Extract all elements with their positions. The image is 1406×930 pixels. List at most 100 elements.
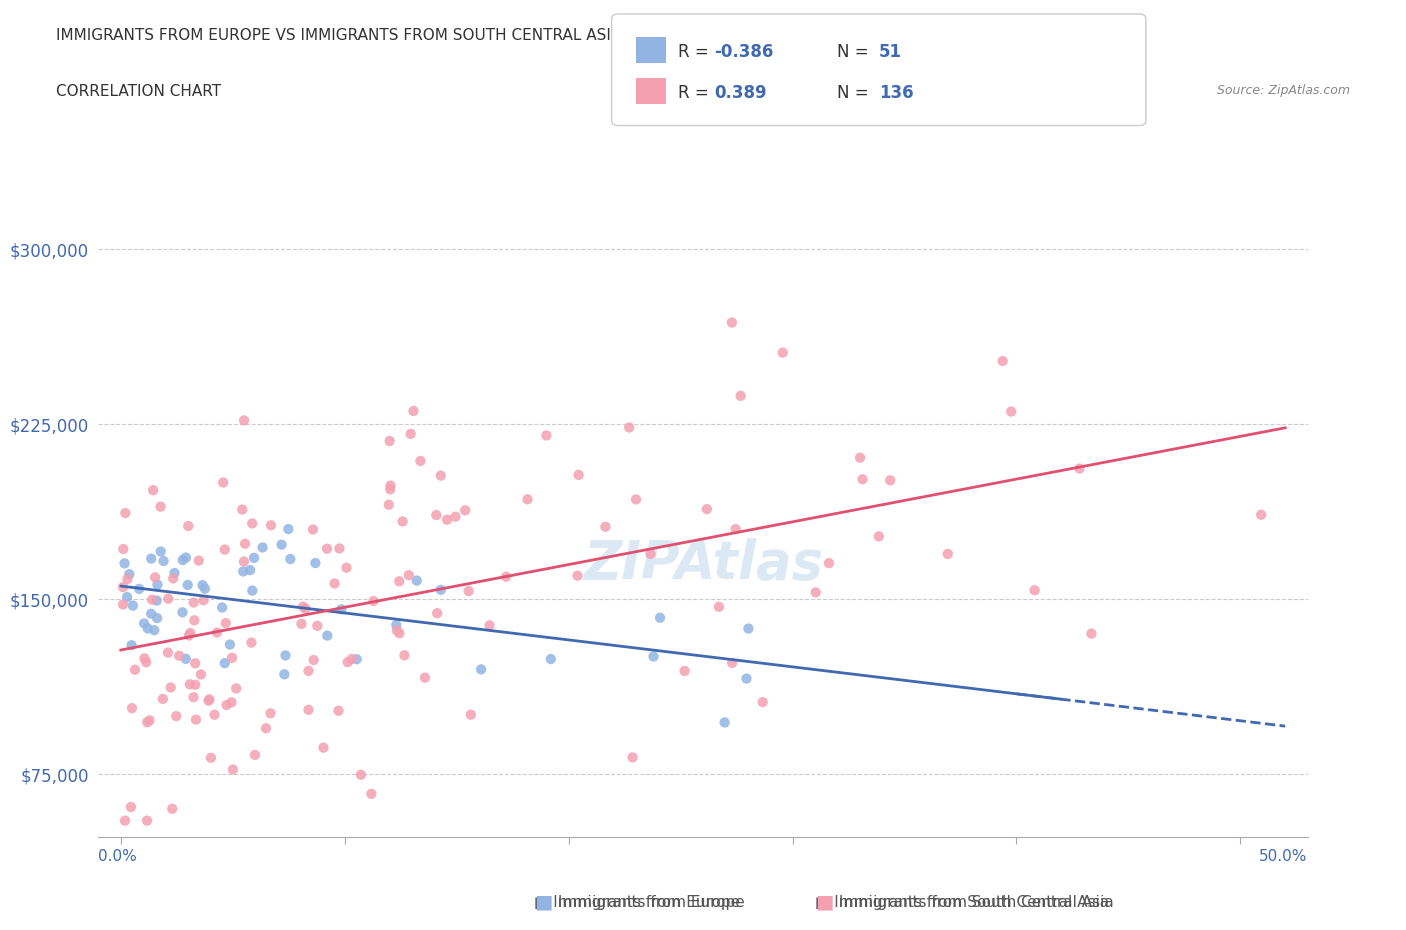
Point	[177, 578, 200, 592]
Point	[304, 555, 326, 570]
Point	[335, 560, 357, 575]
Point	[328, 541, 350, 556]
Point	[114, 813, 136, 828]
Point	[330, 602, 353, 617]
Point	[222, 762, 245, 777]
Point	[177, 519, 200, 534]
Point	[1024, 583, 1046, 598]
Point	[457, 584, 479, 599]
Point	[239, 563, 262, 578]
Point	[233, 413, 256, 428]
Point	[307, 618, 329, 633]
Point	[115, 590, 138, 604]
Point	[177, 628, 200, 643]
Point	[162, 571, 184, 586]
Point	[673, 663, 696, 678]
Text: R =: R =	[678, 84, 714, 102]
Point	[149, 544, 172, 559]
Point	[215, 616, 238, 631]
Point	[346, 652, 368, 667]
Point	[254, 721, 277, 736]
Point	[212, 475, 235, 490]
Point	[141, 606, 163, 621]
Point	[340, 652, 363, 667]
Point	[124, 662, 146, 677]
Point	[280, 551, 302, 566]
Point	[165, 709, 187, 724]
Point	[121, 598, 143, 613]
Point	[818, 556, 841, 571]
Point	[772, 345, 794, 360]
Point	[1069, 461, 1091, 476]
Point	[391, 514, 413, 529]
Point	[184, 712, 207, 727]
Point	[350, 767, 373, 782]
Text: N =: N =	[837, 84, 873, 102]
Point	[134, 651, 156, 666]
Point	[270, 538, 292, 552]
Point	[363, 593, 385, 608]
Point	[194, 581, 217, 596]
Point	[191, 578, 214, 592]
Point	[724, 522, 747, 537]
Point	[141, 551, 163, 566]
Point	[360, 787, 382, 802]
Point	[595, 519, 617, 534]
Text: Immigrants from South Central Asia: Immigrants from South Central Asia	[834, 895, 1114, 910]
Point	[737, 621, 759, 636]
Point	[118, 566, 141, 581]
Point	[243, 551, 266, 565]
Point	[409, 454, 432, 469]
Point	[179, 677, 201, 692]
Point	[385, 618, 408, 632]
Point	[219, 637, 242, 652]
Point	[378, 498, 401, 512]
Point	[316, 541, 339, 556]
Point	[152, 692, 174, 707]
Point	[134, 616, 156, 631]
Point	[149, 499, 172, 514]
Text: 51: 51	[879, 43, 901, 61]
Point	[121, 700, 143, 715]
Point	[1250, 507, 1272, 522]
Point	[936, 547, 959, 562]
Point	[197, 693, 219, 708]
Point	[868, 529, 890, 544]
Point	[233, 537, 256, 551]
Point	[187, 553, 209, 568]
Point	[190, 667, 212, 682]
Point	[297, 702, 319, 717]
Text: ■ Immigrants from South Central Asia: ■ Immigrants from South Central Asia	[815, 895, 1109, 910]
Point	[388, 574, 411, 589]
Point	[114, 506, 136, 521]
Point	[380, 482, 402, 497]
Point	[460, 707, 482, 722]
Point	[430, 582, 453, 597]
Point	[385, 623, 408, 638]
Point	[156, 645, 179, 660]
Point	[540, 652, 562, 667]
Point	[292, 599, 315, 614]
Text: ZIPAtlas: ZIPAtlas	[583, 538, 823, 590]
Point	[444, 510, 467, 525]
Point	[696, 501, 718, 516]
Point	[146, 611, 169, 626]
Point	[394, 648, 416, 663]
Point	[136, 621, 159, 636]
Point	[804, 585, 827, 600]
Point	[643, 649, 665, 664]
Point	[640, 547, 662, 562]
Point	[713, 715, 735, 730]
Point	[214, 542, 236, 557]
Point	[621, 750, 644, 764]
Point	[146, 578, 169, 592]
Point	[302, 653, 325, 668]
Point	[172, 604, 194, 619]
Text: 50.0%: 50.0%	[1260, 849, 1308, 864]
Point	[730, 389, 752, 404]
Point	[183, 613, 205, 628]
Point	[648, 610, 671, 625]
Text: Immigrants from Europe: Immigrants from Europe	[553, 895, 744, 910]
Point	[121, 638, 143, 653]
Point	[112, 579, 135, 594]
